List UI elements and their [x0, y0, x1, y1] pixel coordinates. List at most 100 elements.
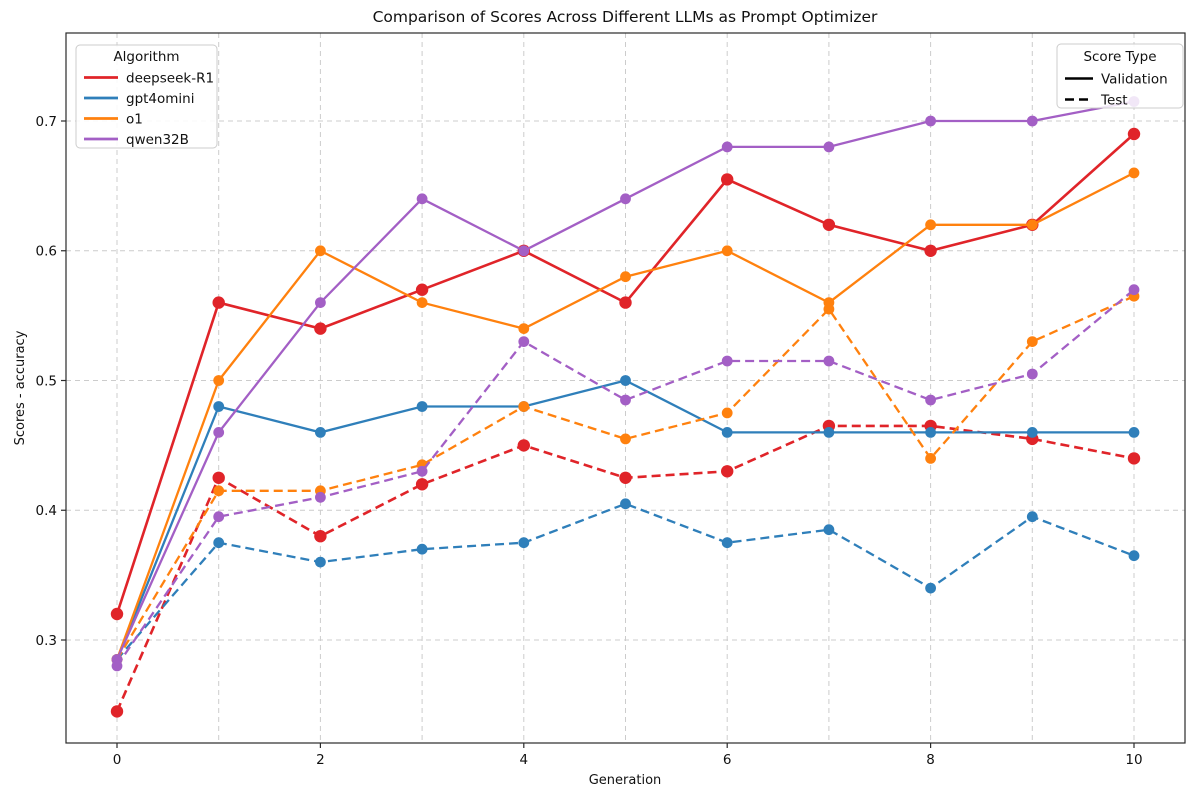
marker-gpt4omini-test-gen2 [315, 556, 326, 568]
legend-entry-deepseek-R1: deepseek-R1 [84, 70, 214, 86]
plot-border [65, 32, 1186, 744]
marker-gpt4omini-validation-gen7 [823, 427, 835, 438]
y-tick-label-0.6: 0.6 [36, 244, 57, 260]
marker-deepseek-R1-test-gen2 [314, 530, 327, 543]
x-tick-label-2: 2 [316, 752, 325, 768]
legend-algorithm-title: Algorithm [113, 49, 179, 65]
marker-o1-validation-gen3 [416, 297, 428, 308]
marker-deepseek-R1-validation-gen1 [212, 296, 225, 309]
legend-label-o1: o1 [126, 111, 143, 127]
marker-o1-validation-gen6 [721, 245, 733, 257]
marker-deepseek-R1-validation-gen7 [822, 218, 836, 231]
marker-o1-test-gen5 [620, 433, 631, 445]
marker-deepseek-R1-validation-gen6 [721, 173, 734, 186]
marker-qwen32B-test-gen9 [1026, 368, 1038, 380]
marker-deepseek-R1-test-gen10 [1127, 452, 1141, 465]
marker-qwen32B-test-gen5 [620, 394, 631, 406]
marker-deepseek-R1-validation-gen5 [619, 296, 632, 309]
data-series [110, 96, 1141, 718]
marker-gpt4omini-test-gen5 [620, 498, 631, 510]
legend-score-type: Score Type Validation Test [1056, 43, 1184, 109]
marker-qwen32B-validation-gen4 [518, 245, 530, 257]
marker-deepseek-R1-test-gen6 [721, 465, 734, 478]
marker-gpt4omini-validation-gen8 [925, 427, 936, 438]
marker-o1-validation-gen5 [620, 271, 631, 283]
line-o1-test [116, 295, 1135, 661]
marker-qwen32B-test-gen1 [213, 511, 225, 523]
legend-label-deepseek-R1: deepseek-R1 [126, 70, 214, 86]
marker-qwen32B-validation-gen5 [620, 193, 631, 205]
chart-title: Comparison of Scores Across Different LL… [373, 8, 878, 26]
marker-gpt4omini-test-gen8 [925, 582, 936, 594]
marker-deepseek-R1-test-gen0 [110, 705, 124, 718]
marker-qwen32B-test-gen0 [111, 660, 123, 672]
marker-qwen32B-test-gen10 [1128, 284, 1140, 296]
y-tick-label-0.4: 0.4 [36, 503, 57, 519]
y-tick-label-0.5: 0.5 [36, 373, 57, 389]
markers-o1-validation [111, 167, 1140, 665]
x-tick-label-8: 8 [926, 752, 935, 768]
x-tick-label-4: 4 [520, 752, 529, 768]
legend-entry-o1: o1 [84, 111, 143, 127]
marker-qwen32B-validation-gen7 [823, 141, 835, 153]
marker-gpt4omini-test-gen10 [1128, 550, 1140, 562]
marker-gpt4omini-validation-gen1 [213, 401, 225, 412]
marker-o1-test-gen1 [213, 485, 225, 497]
legends: Algorithm deepseek-R1 gpt4omini o1 qwen32B Sc… [75, 43, 1184, 149]
x-tick-label-10: 10 [1125, 752, 1142, 768]
marker-deepseek-R1-validation-gen10 [1127, 127, 1141, 141]
legend-score-type-box [1056, 43, 1184, 109]
legend-entry-test: Test [1065, 92, 1128, 108]
x-axis-label: Generation [589, 773, 662, 788]
legend-label-gpt4omini: gpt4omini [126, 91, 195, 107]
marker-o1-validation-gen1 [213, 375, 225, 386]
marker-gpt4omini-validation-gen6 [721, 427, 733, 438]
marker-deepseek-R1-test-gen5 [619, 471, 632, 484]
marker-qwen32B-validation-gen9 [1026, 115, 1038, 127]
marker-gpt4omini-test-gen3 [416, 543, 428, 555]
legend-entry-qwen32B: qwen32B [84, 132, 189, 148]
marker-gpt4omini-test-gen4 [518, 537, 530, 549]
marker-deepseek-R1-test-gen3 [415, 478, 429, 491]
y-tick-label-0.7: 0.7 [36, 114, 57, 130]
marker-o1-test-gen6 [721, 407, 733, 419]
marker-o1-test-gen8 [925, 453, 936, 464]
marker-qwen32B-validation-gen2 [315, 297, 326, 308]
marker-qwen32B-validation-gen1 [213, 427, 225, 438]
y-tick-label-0.3: 0.3 [36, 633, 57, 649]
legend-entry-gpt4omini: gpt4omini [84, 91, 195, 107]
marker-gpt4omini-validation-gen2 [315, 427, 326, 438]
marker-deepseek-R1-validation-gen0 [110, 607, 124, 621]
marker-deepseek-R1-test-gen4 [517, 439, 530, 452]
marker-qwen32B-validation-gen8 [925, 115, 936, 127]
marker-gpt4omini-test-gen1 [213, 537, 225, 549]
marker-gpt4omini-validation-gen9 [1026, 427, 1038, 438]
marker-gpt4omini-test-gen9 [1026, 511, 1038, 523]
markers-qwen32B-test [111, 284, 1140, 672]
legend-algorithm-box [75, 44, 218, 149]
marker-gpt4omini-validation-gen5 [620, 375, 631, 386]
marker-deepseek-R1-validation-gen8 [924, 244, 937, 257]
x-tick-label-0: 0 [113, 752, 122, 768]
marker-qwen32B-test-gen7 [823, 355, 835, 367]
marker-o1-validation-gen4 [518, 323, 530, 334]
legend-label-qwen32B: qwen32B [126, 132, 189, 148]
marker-deepseek-R1-validation-gen2 [314, 322, 327, 335]
marker-gpt4omini-validation-gen10 [1128, 427, 1140, 438]
marker-gpt4omini-validation-gen3 [416, 401, 428, 412]
marker-deepseek-R1-validation-gen3 [415, 283, 429, 296]
y-axis-label: Scores - accuracy [13, 330, 28, 445]
marker-qwen32B-test-gen8 [925, 394, 936, 406]
marker-qwen32B-test-gen4 [518, 336, 530, 347]
marker-gpt4omini-test-gen7 [823, 524, 835, 536]
legend-algorithm: Algorithm deepseek-R1 gpt4omini o1 qwen32B [75, 44, 218, 149]
marker-o1-validation-gen8 [925, 219, 936, 231]
legend-label-test: Test [1100, 92, 1128, 108]
marker-qwen32B-test-gen2 [315, 491, 326, 503]
marker-deepseek-R1-test-gen1 [212, 471, 225, 484]
marker-o1-validation-gen9 [1026, 219, 1038, 231]
legend-score-type-title: Score Type [1083, 49, 1156, 65]
line-gpt4omini-test [116, 502, 1135, 661]
marker-o1-test-gen4 [518, 401, 530, 412]
